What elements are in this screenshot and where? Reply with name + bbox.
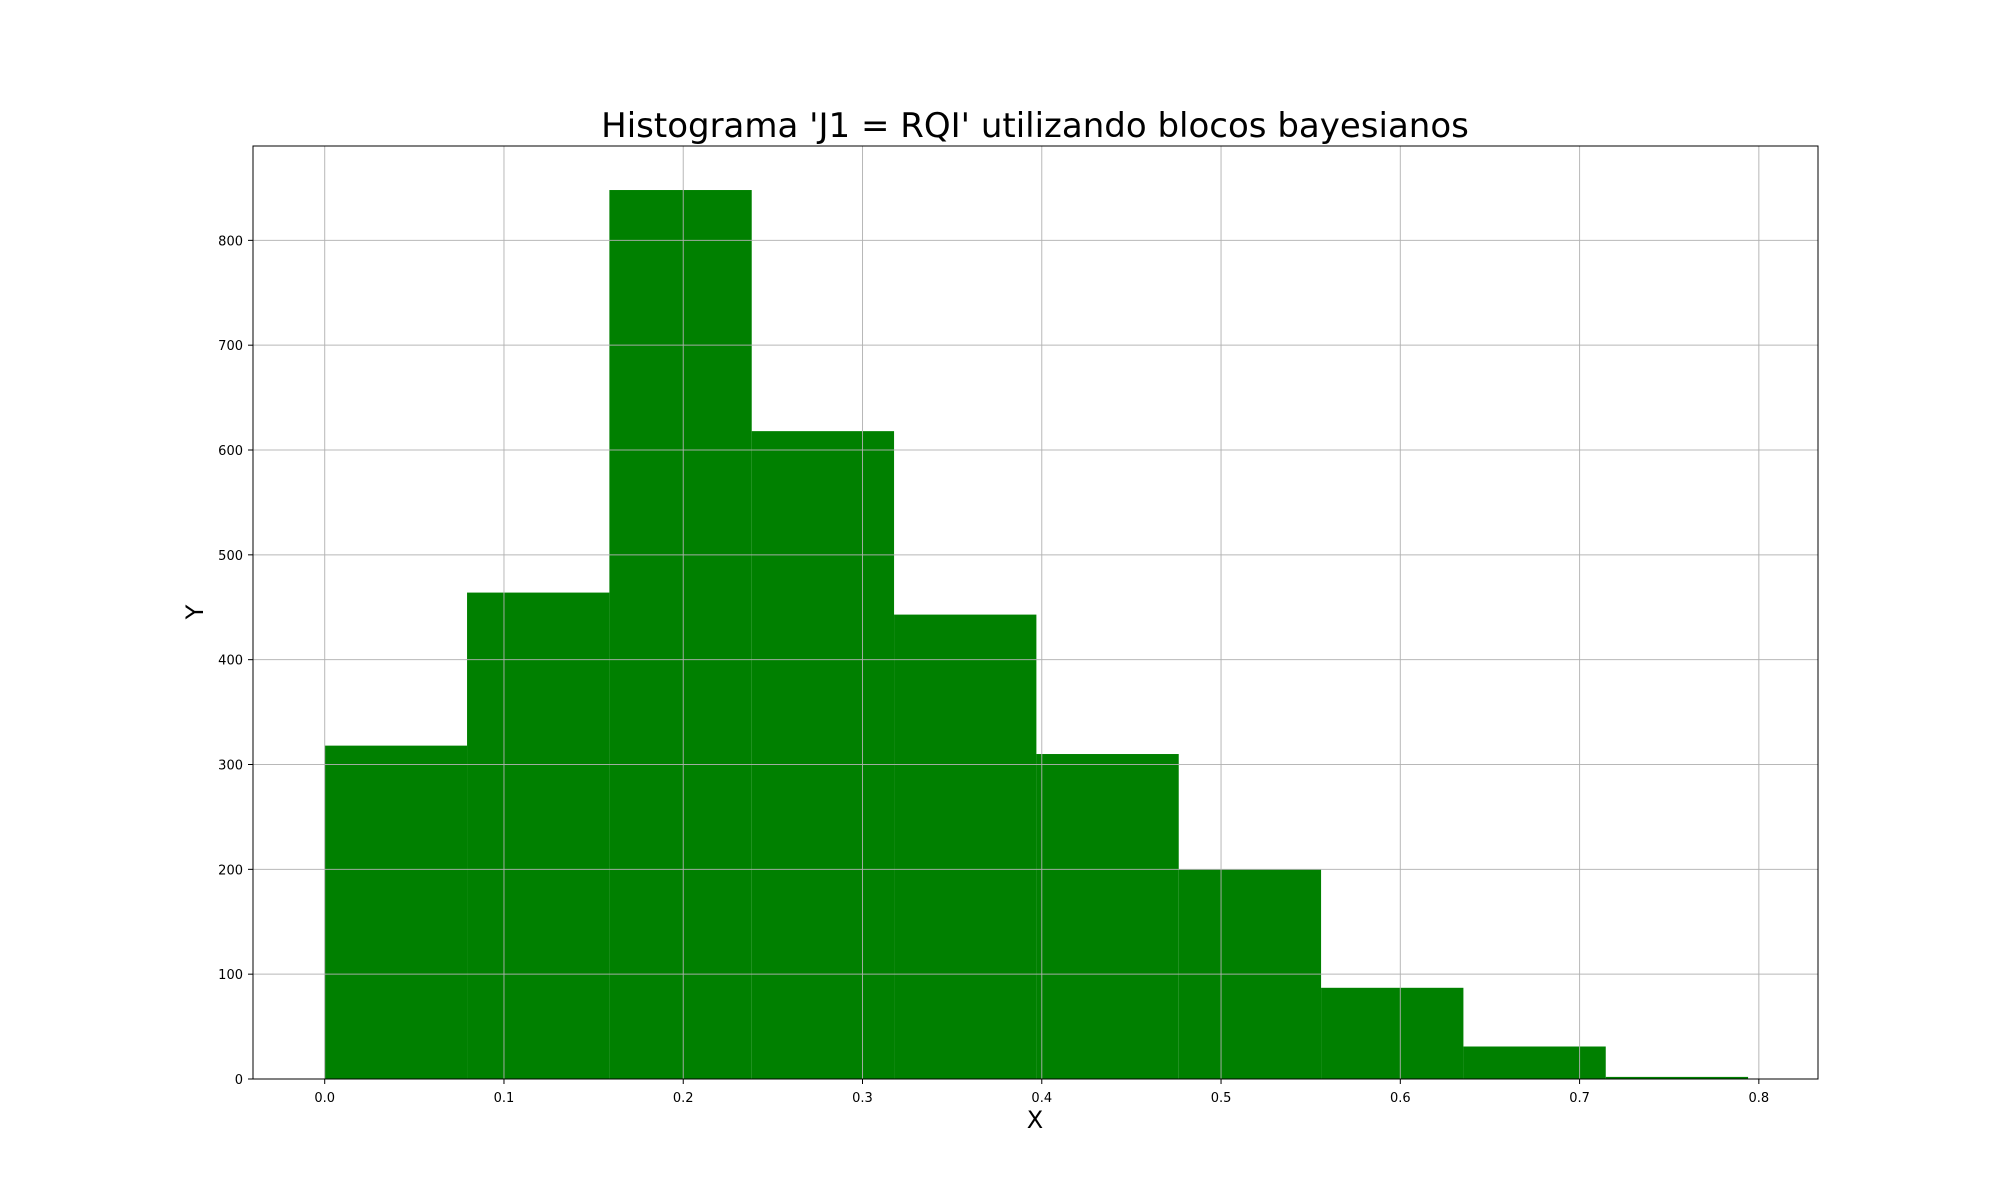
x-axis-label: X <box>1027 1106 1043 1134</box>
x-tick-label: 0.4 <box>1031 1091 1052 1106</box>
x-tick-label: 0.2 <box>673 1091 694 1106</box>
grid-lines <box>253 146 1818 1080</box>
x-tick-label: 0.0 <box>314 1091 335 1106</box>
y-tick-label: 300 <box>218 759 243 774</box>
y-axis-ticks: 0 100 200 300 400 500 600 700 800 <box>218 234 253 1088</box>
y-tick-label: 100 <box>218 968 243 983</box>
bars-group <box>324 190 1749 1079</box>
y-tick-label: 200 <box>218 863 243 878</box>
histogram-bar <box>467 592 610 1079</box>
histogram-bar <box>1036 754 1179 1079</box>
y-tick-label: 800 <box>218 234 243 249</box>
histogram-bar <box>609 190 752 1079</box>
histogram-bar <box>1605 1076 1749 1079</box>
y-tick-label: 700 <box>218 339 243 354</box>
x-tick-label: 0.7 <box>1569 1091 1590 1106</box>
y-tick-label: 500 <box>218 549 243 564</box>
x-tick-label: 0.5 <box>1211 1091 1232 1106</box>
y-axis-label: Y <box>181 604 209 620</box>
histogram-bar <box>751 431 895 1079</box>
histogram-bar <box>1463 1046 1606 1079</box>
plot-frame <box>252 145 1819 1080</box>
chart-title: Histograma 'J1 = RQI' utilizando blocos … <box>601 106 1469 146</box>
y-tick-label: 0 <box>235 1073 243 1088</box>
x-tick-label: 0.8 <box>1748 1091 1769 1106</box>
y-tick-label: 400 <box>218 654 243 669</box>
y-tick-label: 600 <box>218 444 243 459</box>
x-tick-label: 0.6 <box>1390 1091 1411 1106</box>
histogram-bar <box>894 614 1037 1079</box>
x-tick-label: 0.3 <box>852 1091 873 1106</box>
x-tick-label: 0.1 <box>494 1091 515 1106</box>
x-axis-ticks: 0.0 0.1 0.2 0.3 0.4 0.5 0.6 0.7 0.8 <box>314 1079 1769 1106</box>
histogram-bar <box>1321 987 1464 1079</box>
histogram-bar <box>324 745 468 1079</box>
